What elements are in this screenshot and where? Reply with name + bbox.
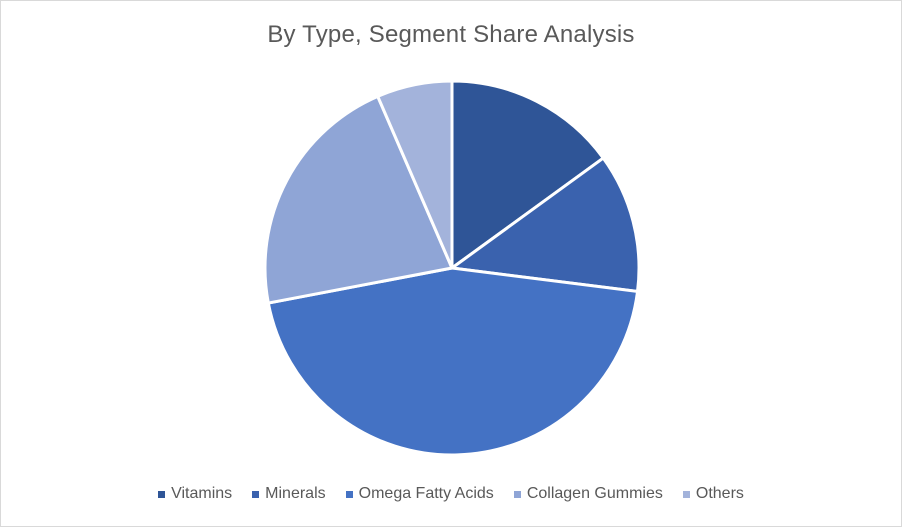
legend-swatch bbox=[252, 490, 260, 498]
legend-swatch bbox=[345, 490, 353, 498]
legend-item-minerals: Minerals bbox=[252, 485, 326, 503]
legend-label: Vitamins bbox=[171, 485, 233, 502]
legend-label: Collagen Gummies bbox=[526, 485, 663, 502]
chart-title: By Type, Segment Share Analysis bbox=[267, 21, 635, 48]
pie-slice-vitamins bbox=[450, 79, 605, 270]
legend-item-vitamins: Vitamins bbox=[158, 485, 232, 503]
legend-item-others: Others bbox=[682, 485, 744, 503]
legend-label: Omega Fatty Acids bbox=[358, 485, 494, 502]
legend-item-omega-fatty-acids: Omega Fatty Acids bbox=[345, 485, 494, 503]
pie-slice-others bbox=[376, 79, 454, 270]
legend-swatch bbox=[682, 490, 690, 498]
legend-label: Minerals bbox=[265, 485, 326, 502]
legend-swatch bbox=[158, 490, 166, 498]
legend-swatch bbox=[513, 490, 521, 498]
legend-label: Others bbox=[695, 485, 744, 502]
pie-slice-minerals bbox=[450, 156, 641, 293]
pie-slice-omega-fatty-acids bbox=[266, 266, 640, 457]
pie-slice-collagen-gummies bbox=[263, 94, 454, 305]
legend-item-collagen-gummies: Collagen Gummies bbox=[513, 485, 663, 503]
chart-legend: Vitamins Minerals Omega Fatty Acids Collage… bbox=[1, 485, 901, 503]
